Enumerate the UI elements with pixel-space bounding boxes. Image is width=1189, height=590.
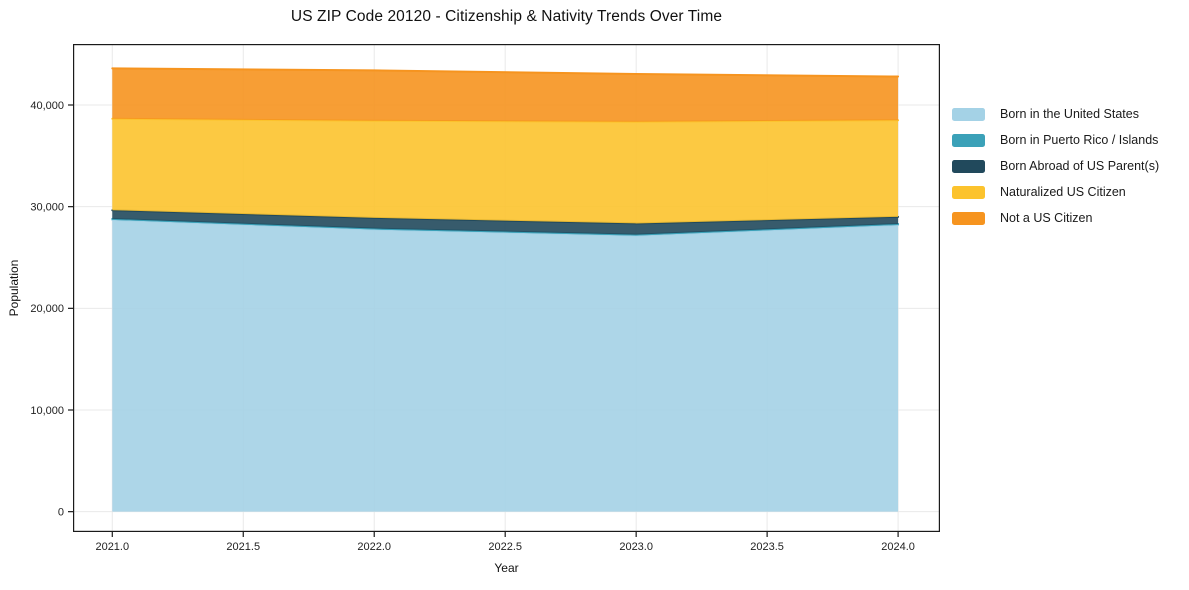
- legend-swatch-icon: [952, 159, 985, 173]
- area-not-a-us-citizen: [112, 68, 899, 122]
- legend-swatch-icon: [952, 133, 985, 147]
- y-axis-title: Population: [7, 259, 21, 317]
- y-tick-label: 20,000: [30, 303, 64, 315]
- plot-frame: [73, 44, 940, 532]
- x-tick-label: 2022.5: [488, 541, 522, 553]
- chart-title: US ZIP Code 20120 - Citizenship & Nativi…: [290, 8, 723, 25]
- legend: Born in the United States Born in Puerto …: [952, 101, 1159, 231]
- legend-item-not-a-us-citizen: Not a US Citizen: [952, 205, 1159, 231]
- legend-label: Not a US Citizen: [1000, 211, 1093, 225]
- legend-swatch-icon: [952, 107, 985, 121]
- x-tick-label: 2023.5: [750, 541, 784, 553]
- area-born-in-the-united-states: [112, 219, 899, 512]
- legend-item-born-abroad-of-us-parent-s: Born Abroad of US Parent(s): [952, 153, 1159, 179]
- x-tick-label: 2023.0: [619, 541, 653, 553]
- y-tick-label: 10,000: [30, 405, 64, 417]
- legend-swatch-icon: [952, 185, 985, 199]
- plot-area: 2021.0 2021.5 2022.0 2022.5 2023.0 2023.5 2024…: [30, 44, 940, 553]
- x-tick-label: 2021.5: [226, 541, 260, 553]
- legend-label: Born Abroad of US Parent(s): [1000, 159, 1160, 173]
- x-tick-label: 2022.0: [357, 541, 391, 553]
- legend-label: Naturalized US Citizen: [1000, 185, 1126, 199]
- area-naturalized-us-citizen: [112, 118, 899, 224]
- y-tick-label: 30,000: [30, 201, 64, 213]
- area-line-not-a-us-citizen: [111, 67, 900, 78]
- y-tick-label: 40,000: [30, 100, 64, 112]
- x-axis-title: Year: [494, 561, 519, 575]
- legend-item-born-in-the-united-states: Born in the United States: [952, 101, 1159, 127]
- x-tick-label: 2021.0: [95, 541, 129, 553]
- x-tick-label: 2024.0: [881, 541, 915, 553]
- legend-label: Born in the United States: [1000, 107, 1139, 121]
- legend-item-born-in-puerto-rico-islands: Born in Puerto Rico / Islands: [952, 127, 1159, 153]
- legend-swatch-icon: [952, 211, 985, 225]
- y-tick-label: 0: [58, 506, 64, 518]
- legend-item-naturalized-us-citizen: Naturalized US Citizen: [952, 179, 1159, 205]
- legend-label: Born in Puerto Rico / Islands: [1000, 133, 1159, 147]
